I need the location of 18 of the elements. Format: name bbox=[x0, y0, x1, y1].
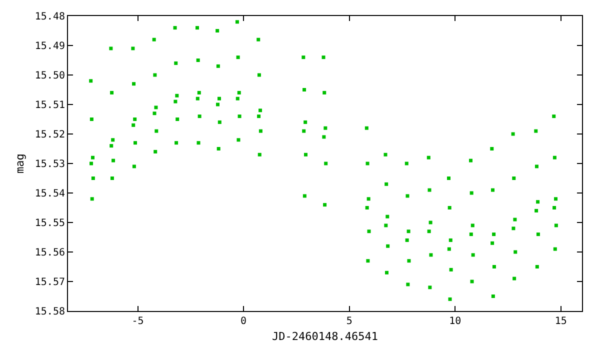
y-tick-label: 15.54 bbox=[34, 188, 65, 200]
x-tick-label: 5 bbox=[346, 316, 352, 327]
y-tick-label: 15.50 bbox=[34, 70, 65, 82]
y-tick-label: 15.48 bbox=[34, 12, 65, 22]
y-axis-title: mag bbox=[14, 154, 27, 174]
y-tick-label: 15.49 bbox=[34, 41, 65, 52]
y-tick-label: 15.52 bbox=[34, 130, 65, 140]
y-tick-label: 15.57 bbox=[34, 277, 65, 288]
y-tick-label: 15.53 bbox=[34, 159, 65, 170]
y-tick-label: 15.58 bbox=[34, 306, 65, 318]
x-tick-label: 15 bbox=[554, 316, 567, 327]
x-tick-label: 10 bbox=[449, 316, 462, 327]
y-tick-label: 15.55 bbox=[34, 218, 65, 229]
x-tick-label: -5 bbox=[132, 316, 144, 327]
y-tick-label: 15.56 bbox=[34, 248, 65, 258]
x-tick-label: 0 bbox=[240, 316, 247, 327]
y-tick-label: 15.51 bbox=[34, 100, 65, 111]
x-axis-title: JD-2460148.46541 bbox=[272, 330, 378, 344]
